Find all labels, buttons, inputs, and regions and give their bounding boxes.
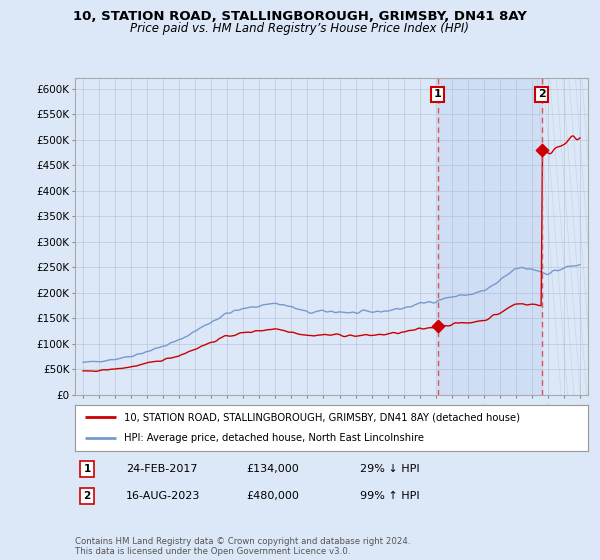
Point	[433, 322, 442, 331]
Text: 24-FEB-2017: 24-FEB-2017	[126, 464, 197, 474]
Text: 99% ↑ HPI: 99% ↑ HPI	[360, 491, 419, 501]
Text: HPI: Average price, detached house, North East Lincolnshire: HPI: Average price, detached house, Nort…	[124, 433, 424, 444]
Text: 1: 1	[83, 464, 91, 474]
Text: £134,000: £134,000	[246, 464, 299, 474]
Text: Contains HM Land Registry data © Crown copyright and database right 2024.
This d: Contains HM Land Registry data © Crown c…	[75, 536, 410, 556]
Bar	[437, 78, 542, 395]
Bar	[542, 78, 588, 395]
Text: 16-AUG-2023: 16-AUG-2023	[126, 491, 200, 501]
Text: 10, STATION ROAD, STALLINGBOROUGH, GRIMSBY, DN41 8AY (detached house): 10, STATION ROAD, STALLINGBOROUGH, GRIMS…	[124, 412, 520, 422]
Text: 2: 2	[83, 491, 91, 501]
Text: 2: 2	[538, 90, 546, 100]
Text: £480,000: £480,000	[246, 491, 299, 501]
Text: Price paid vs. HM Land Registry’s House Price Index (HPI): Price paid vs. HM Land Registry’s House …	[131, 22, 470, 35]
Text: 1: 1	[434, 90, 442, 100]
Text: 29% ↓ HPI: 29% ↓ HPI	[360, 464, 419, 474]
Text: 10, STATION ROAD, STALLINGBOROUGH, GRIMSBY, DN41 8AY: 10, STATION ROAD, STALLINGBOROUGH, GRIMS…	[73, 10, 527, 23]
Point	[537, 146, 547, 155]
